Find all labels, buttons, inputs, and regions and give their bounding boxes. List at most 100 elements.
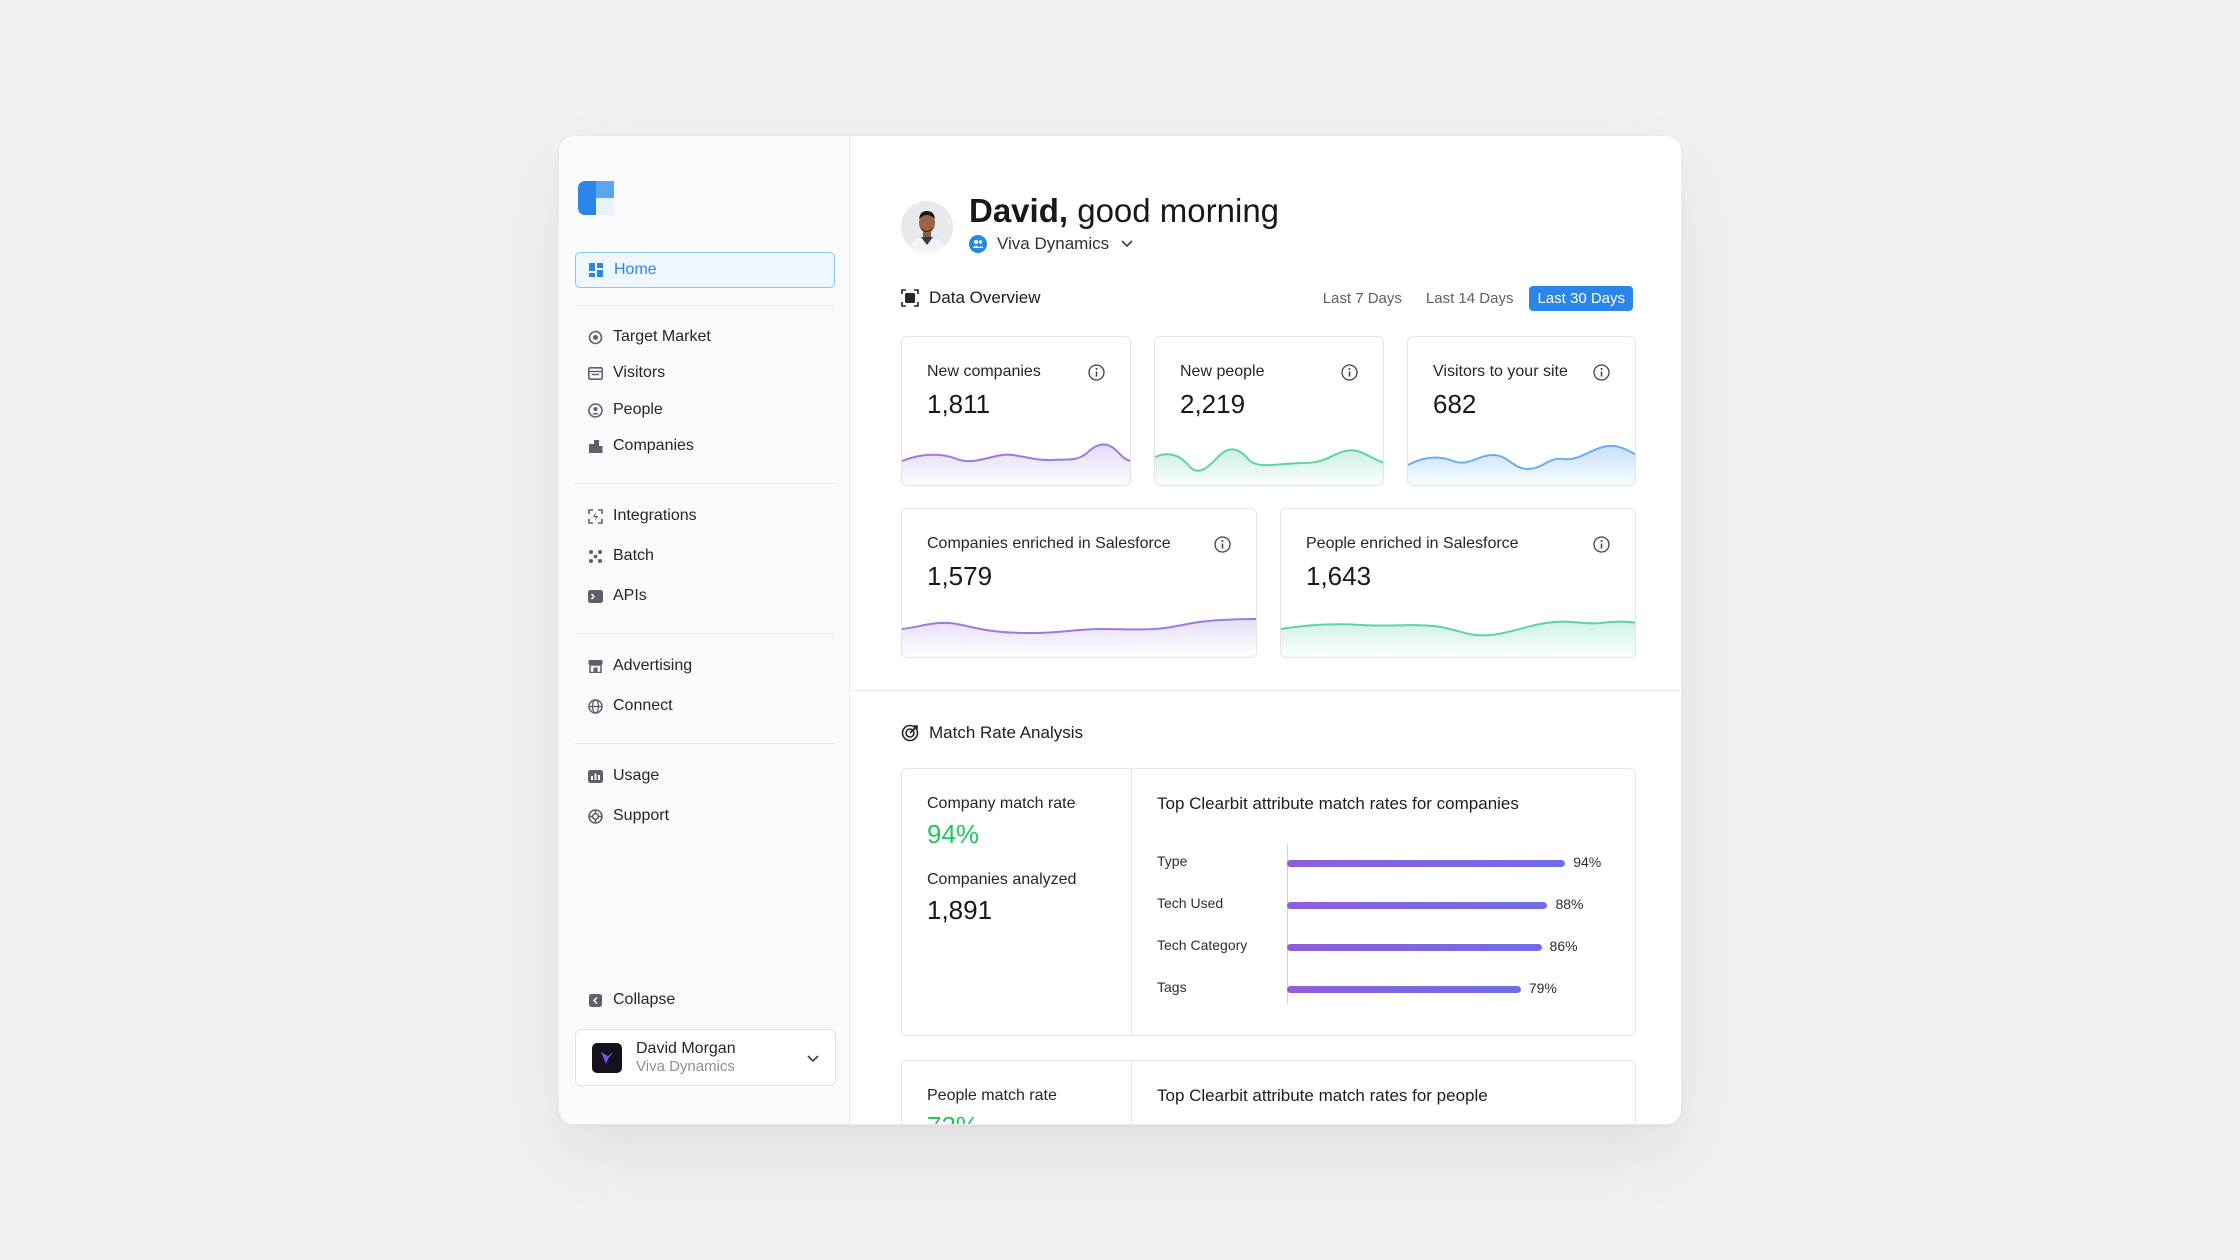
org-name: Viva Dynamics bbox=[997, 234, 1110, 253]
sparkline bbox=[902, 443, 1130, 485]
sidebar-item-companies[interactable]: Companies bbox=[575, 430, 835, 462]
sidebar-item-label: Integrations bbox=[613, 507, 697, 524]
target-icon bbox=[587, 329, 603, 345]
bar bbox=[1287, 902, 1548, 909]
app-window: Home Target Market Visitors People Compa… bbox=[558, 135, 1682, 1125]
stat-card-visitors[interactable]: Visitors to your site 682 bbox=[1407, 336, 1636, 486]
sidebar-item-connect[interactable]: Connect bbox=[575, 690, 835, 722]
info-icon[interactable] bbox=[1214, 536, 1231, 558]
collapse-button[interactable]: Collapse bbox=[575, 984, 835, 1016]
chart-axis bbox=[1287, 844, 1288, 1004]
greeting-text: good morning bbox=[1077, 192, 1280, 229]
sidebar-item-label: Connect bbox=[613, 697, 673, 714]
sidebar-item-target-market[interactable]: Target Market bbox=[575, 321, 835, 353]
org-selector[interactable]: Viva Dynamics bbox=[969, 234, 1133, 254]
collapse-icon bbox=[587, 992, 603, 1008]
usage-icon bbox=[587, 768, 603, 784]
bar-row: Tech Used 88% bbox=[1157, 893, 1617, 915]
divider bbox=[575, 633, 835, 634]
storefront-icon bbox=[587, 658, 603, 674]
data-overview-title: Data Overview bbox=[901, 288, 1040, 308]
avatar[interactable] bbox=[901, 201, 953, 253]
sparkline bbox=[1155, 448, 1383, 485]
stat-label: Companies enriched in Salesforce bbox=[927, 535, 1171, 552]
main-content: David, good morning Viva Dynamics Data O… bbox=[851, 136, 1681, 1124]
sidebar-item-label: People bbox=[613, 401, 663, 418]
bar-label: Tags bbox=[1157, 979, 1187, 995]
people-match-card: People match rate 72% Top Clearbit attri… bbox=[901, 1060, 1636, 1124]
target-icon bbox=[901, 724, 919, 742]
sidebar-item-batch[interactable]: Batch bbox=[575, 540, 835, 572]
sidebar-item-apis[interactable]: APIs bbox=[575, 580, 835, 612]
company-match-summary: Company match rate 94% Companies analyze… bbox=[902, 769, 1132, 1035]
companies-analyzed-label: Companies analyzed bbox=[927, 871, 1077, 888]
bar-row: Tech Category 86% bbox=[1157, 935, 1617, 957]
sidebar-item-advertising[interactable]: Advertising bbox=[575, 650, 835, 682]
integrations-icon bbox=[587, 508, 603, 524]
stat-card-companies-enriched[interactable]: Companies enriched in Salesforce 1,579 bbox=[901, 508, 1257, 658]
stat-value: 1,643 bbox=[1306, 561, 1372, 591]
bar-label: Tech Used bbox=[1157, 895, 1224, 911]
people-match-summary: People match rate 72% bbox=[902, 1061, 1132, 1124]
sidebar-item-label: Support bbox=[613, 807, 670, 824]
terminal-icon bbox=[587, 588, 603, 604]
bar-row: Tags 79% bbox=[1157, 977, 1617, 999]
sidebar-item-people[interactable]: People bbox=[575, 394, 835, 426]
sidebar: Home Target Market Visitors People Compa… bbox=[559, 136, 850, 1124]
sidebar-item-visitors[interactable]: Visitors bbox=[575, 357, 835, 389]
sidebar-item-usage[interactable]: Usage bbox=[575, 760, 835, 792]
info-icon[interactable] bbox=[1088, 364, 1105, 386]
bar-value-label: 86% bbox=[1549, 938, 1578, 954]
bar bbox=[1287, 986, 1521, 993]
date-range-tabs: Last 7 Days Last 14 Days Last 30 Days bbox=[1315, 286, 1633, 311]
stat-value: 2,219 bbox=[1180, 389, 1246, 419]
people-match-rate: 72% bbox=[927, 1111, 979, 1124]
stat-value: 1,811 bbox=[927, 389, 991, 419]
app-logo-icon[interactable] bbox=[578, 181, 614, 215]
tab-last-7-days[interactable]: Last 7 Days bbox=[1322, 290, 1402, 307]
sidebar-item-label: Visitors bbox=[613, 364, 666, 381]
stat-card-new-people[interactable]: New people 2,219 bbox=[1154, 336, 1384, 486]
divider bbox=[575, 483, 835, 484]
bar bbox=[1287, 944, 1542, 951]
companies-analyzed-value: 1,891 bbox=[927, 895, 993, 925]
stat-card-new-companies[interactable]: New companies 1,811 bbox=[901, 336, 1131, 486]
info-icon[interactable] bbox=[1341, 364, 1358, 386]
match-rate-title: Match Rate Analysis bbox=[901, 723, 1083, 743]
bar-row: Type 94% bbox=[1157, 851, 1617, 873]
sidebar-item-integrations[interactable]: Integrations bbox=[575, 500, 835, 532]
bar-value-label: 94% bbox=[1573, 854, 1602, 870]
collapse-label: Collapse bbox=[613, 991, 676, 1008]
scan-icon bbox=[901, 289, 919, 307]
stat-card-people-enriched[interactable]: People enriched in Salesforce 1,643 bbox=[1280, 508, 1636, 658]
sidebar-item-label: Usage bbox=[613, 767, 660, 784]
bar-label: Type bbox=[1157, 853, 1188, 869]
stat-label: People enriched in Salesforce bbox=[1306, 535, 1519, 552]
sparkline bbox=[1408, 445, 1635, 485]
sparkline bbox=[902, 618, 1256, 657]
user-name: David Morgan bbox=[636, 1040, 736, 1057]
sidebar-item-support[interactable]: Support bbox=[575, 800, 835, 832]
info-icon[interactable] bbox=[1593, 364, 1610, 386]
user-org: Viva Dynamics bbox=[636, 1058, 735, 1075]
user-menu[interactable]: David Morgan Viva Dynamics bbox=[575, 1029, 836, 1086]
chart-title: Top Clearbit attribute match rates for p… bbox=[1157, 1086, 1488, 1105]
chart-title: Top Clearbit attribute match rates for c… bbox=[1157, 794, 1519, 813]
sidebar-item-label: Target Market bbox=[613, 328, 711, 345]
tab-last-30-days[interactable]: Last 30 Days bbox=[1529, 286, 1633, 311]
sidebar-item-label: Batch bbox=[613, 547, 654, 564]
info-icon[interactable] bbox=[1593, 536, 1610, 558]
lifebuoy-icon bbox=[587, 808, 603, 824]
sidebar-item-label: Companies bbox=[613, 437, 694, 454]
company-match-rate: 94% bbox=[927, 819, 980, 849]
person-icon bbox=[587, 402, 603, 418]
sparkline bbox=[1281, 620, 1635, 657]
bar-value-label: 88% bbox=[1555, 896, 1584, 912]
batch-icon bbox=[587, 548, 603, 564]
tab-last-14-days[interactable]: Last 14 Days bbox=[1425, 290, 1514, 307]
org-logo-icon bbox=[592, 1042, 622, 1073]
company-match-card: Company match rate 94% Companies analyze… bbox=[901, 768, 1636, 1036]
visitors-icon bbox=[587, 365, 603, 381]
bar-label: Tech Category bbox=[1157, 937, 1248, 953]
sidebar-item-home[interactable]: Home bbox=[575, 252, 835, 288]
